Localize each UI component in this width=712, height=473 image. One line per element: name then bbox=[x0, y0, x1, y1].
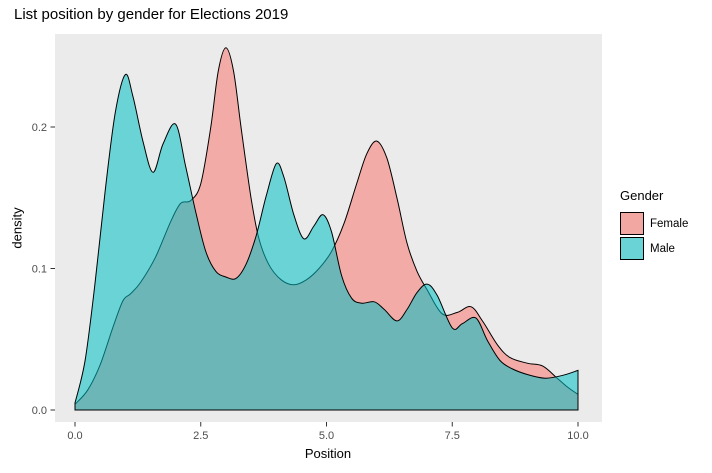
x-tick-label: 2.5 bbox=[193, 430, 208, 442]
legend: Gender Female Male bbox=[620, 188, 688, 261]
legend-item-female: Female bbox=[620, 211, 688, 236]
y-tick-label: 0.0 bbox=[32, 405, 47, 417]
x-tick-label: 7.5 bbox=[445, 430, 460, 442]
x-axis-title: Position bbox=[304, 446, 352, 461]
legend-swatch-male bbox=[620, 237, 644, 260]
legend-label: Male bbox=[650, 242, 675, 255]
chart-title: List position by gender for Elections 20… bbox=[14, 6, 289, 23]
legend-swatch-female bbox=[620, 212, 644, 235]
legend-items: Female Male bbox=[620, 211, 688, 261]
legend-item-male: Male bbox=[620, 236, 688, 261]
density-area-male bbox=[74, 73, 579, 411]
x-tick-label: 5.0 bbox=[319, 430, 334, 442]
x-tick-label: 10.0 bbox=[567, 430, 588, 442]
legend-title: Gender bbox=[620, 188, 664, 203]
y-tick-label: 0.1 bbox=[32, 264, 47, 276]
y-axis-title: density bbox=[9, 207, 25, 249]
legend-label: Female bbox=[650, 217, 689, 230]
y-tick-label: 0.2 bbox=[32, 122, 47, 134]
x-tick-label: 0.0 bbox=[67, 430, 82, 442]
